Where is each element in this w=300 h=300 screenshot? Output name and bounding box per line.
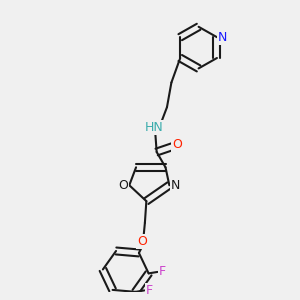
Text: O: O [172,138,182,151]
Text: N: N [218,31,227,44]
Text: O: O [137,235,147,248]
Text: HN: HN [144,121,163,134]
Text: F: F [146,284,153,297]
Text: F: F [159,266,166,278]
Text: N: N [170,179,180,192]
Text: O: O [118,179,128,192]
